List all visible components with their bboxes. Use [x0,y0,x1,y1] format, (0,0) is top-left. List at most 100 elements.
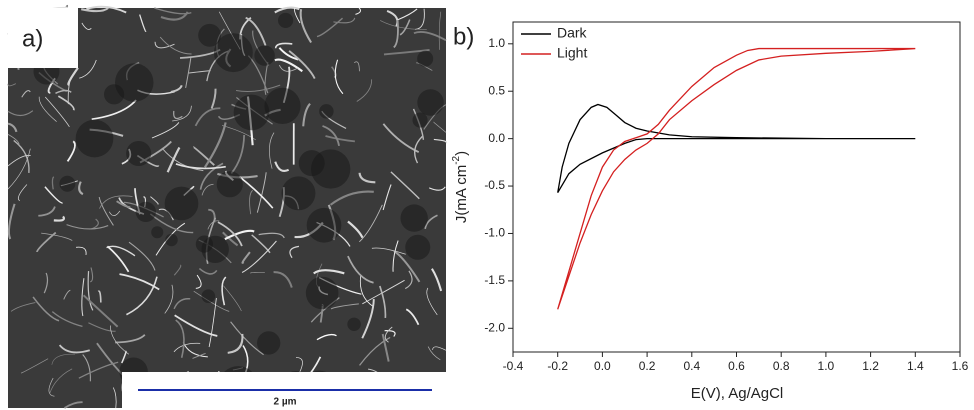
sem-flake [404,270,413,290]
sem-flake [355,7,361,15]
sem-flake [87,270,94,311]
sem-flake [316,333,337,341]
label-box [8,8,78,68]
sem-flake [371,247,406,255]
sem-flake [299,8,312,44]
sem-flake [274,161,290,173]
sem-flake [161,147,204,172]
sem-shadow [75,119,114,158]
sem-flake [274,42,293,49]
sem-flake [7,148,31,190]
sem-flake [249,189,254,215]
sem-shadow [257,331,281,355]
sem-flake [49,368,73,394]
sem-flake [313,269,345,275]
x-axis-title: E(V), Ag/AgCl [691,385,784,402]
y-tick-label: -1.0 [484,226,505,240]
sem-flake [274,58,303,73]
sem-flake [390,171,420,200]
sem-flake [203,122,227,168]
sem-flake [264,61,269,96]
sem-flake [356,79,373,102]
sem-flake [126,276,158,316]
sem-flake [392,240,399,272]
sem-flake [354,61,360,72]
sem-flake [116,200,131,209]
sem-shadow [306,207,342,243]
sem-flake [48,377,55,397]
sem-flake [53,215,65,222]
sem-flake [86,5,127,14]
sem-flake [67,67,79,86]
sem-flake [44,186,63,204]
y-axis-title: J(mA cm-2) [451,151,470,223]
sem-shadow [254,45,275,66]
legend-label: Light [557,45,587,61]
sem-flake [154,41,175,49]
sem-flake [241,240,277,273]
sem-flake [210,88,217,109]
y-tick-label: 0.0 [488,131,505,145]
sem-shadow [216,171,243,198]
sem-flake [91,99,137,121]
y-axis-title-end: ) [453,151,470,156]
sem-flake [362,279,405,305]
sem-shadow [126,140,152,167]
sem-flake [97,290,102,303]
sem-flake [10,302,36,312]
sem-flake [88,322,116,332]
sem-flake [241,251,251,264]
sem-flake [192,352,206,359]
sem-flake [7,110,34,117]
sem-flake [399,19,411,36]
sem-flake [193,290,230,312]
sem-flake [160,11,189,21]
sem-flake [256,172,267,213]
sem-flake [424,214,438,230]
sem-shadow [151,226,164,239]
sem-shadow [195,235,213,253]
sem-shadow [59,175,76,192]
sem-flake [91,218,99,230]
sem-flake [381,333,390,362]
sem-flake [43,272,49,294]
sem-flake [38,206,56,217]
sem-shadow [347,317,361,332]
sem-shadow [400,204,428,232]
sem-flake [358,172,376,184]
sem-shadow [278,12,294,29]
y-tick-label: 0.5 [488,83,505,97]
sem-flake [294,7,301,24]
sem-flake [51,353,76,365]
sem-flake [7,83,17,87]
sem-flake [55,89,72,94]
sem-flake [188,70,211,74]
sem-shadow [281,176,316,211]
sem-flake [235,84,281,92]
sem-flake [106,245,130,273]
sem-flake [36,231,57,253]
sem-flake [139,14,147,32]
sem-flake [432,346,447,351]
sem-flake [322,125,340,147]
sem-flake [110,325,130,355]
sem-flake [7,203,16,240]
sem-flake [224,229,255,241]
sem-flake [58,344,90,354]
sem-shadow [233,94,270,131]
sem-flake [393,19,399,49]
sem-flake [207,220,220,230]
sem-flake [359,204,383,243]
sem-shadow [412,112,428,128]
sem-flake [405,308,420,326]
sem-flake [166,146,181,173]
sem-flake [334,59,344,95]
y-tick-label: -0.5 [484,178,505,192]
y-tick-label: 1.0 [488,36,505,50]
sem-flake [175,163,226,170]
sem-flake [278,47,299,61]
sem-flake [81,7,109,13]
sem-flake [17,184,28,202]
sem-flake [7,133,20,146]
